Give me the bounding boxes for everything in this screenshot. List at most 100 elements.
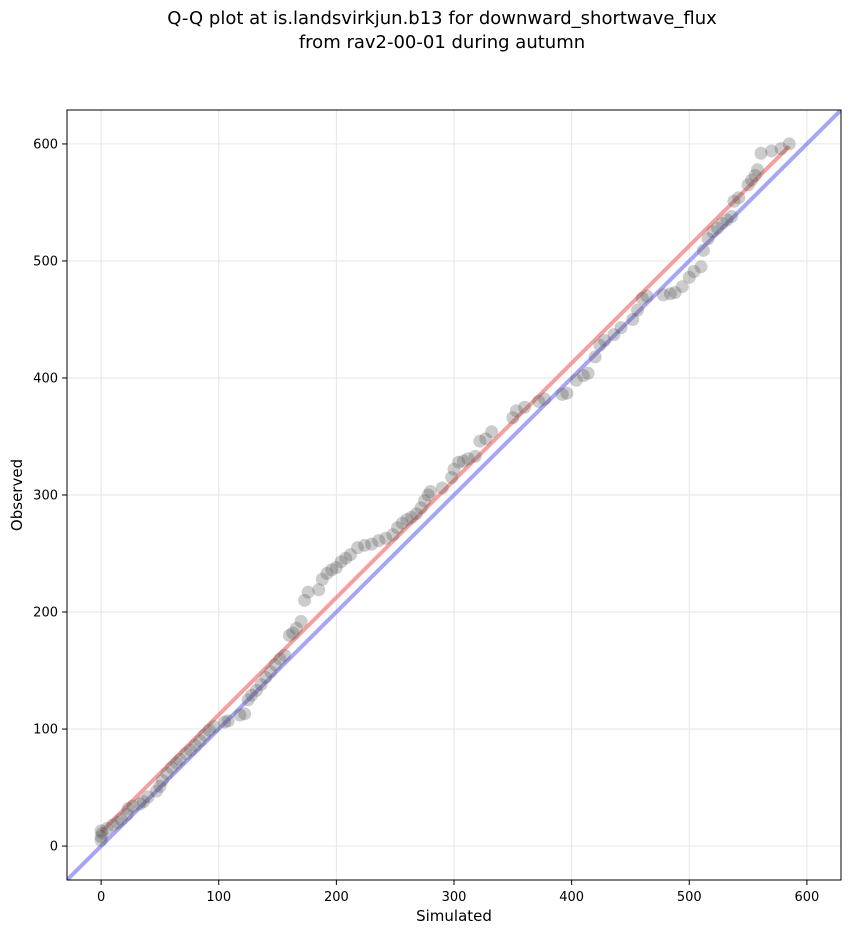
data-point [626, 312, 640, 326]
data-point [301, 585, 315, 599]
data-point [351, 541, 365, 555]
y-tick-label: 600 [33, 137, 58, 152]
data-point [343, 548, 357, 562]
data-point [325, 563, 339, 577]
data-point [614, 321, 628, 335]
data-point [694, 260, 708, 274]
data-point [668, 286, 682, 300]
data-point [126, 799, 140, 813]
data-point [289, 621, 303, 635]
data-point [710, 221, 724, 235]
y-tick-label: 0 [50, 840, 58, 855]
data-point [365, 537, 379, 551]
data-point [358, 538, 372, 552]
data-point [701, 232, 715, 246]
data-point [732, 191, 746, 205]
data-point [198, 728, 212, 742]
data-point [121, 802, 135, 816]
data-point [509, 404, 523, 418]
data-point [447, 462, 461, 476]
axis-ticks: 0 100 200 300 400 500 600 0 100 200 300 400 500 600 [33, 137, 819, 905]
y-tick-label: 400 [33, 371, 58, 386]
data-point [100, 822, 114, 836]
data-point [334, 555, 348, 569]
data-point [221, 714, 235, 728]
data-point [268, 658, 282, 672]
data-point [169, 756, 183, 770]
data-point [207, 720, 221, 734]
data-point [479, 432, 493, 446]
data-point [720, 213, 734, 227]
data-point [576, 369, 590, 383]
data-point [160, 767, 174, 781]
data-point [682, 270, 696, 284]
data-point [391, 521, 405, 535]
data-point [120, 807, 134, 821]
fit-line [99, 144, 791, 834]
data-point [421, 488, 435, 502]
data-point [193, 734, 207, 748]
data-point [598, 334, 612, 348]
data-point [379, 531, 393, 545]
data-point [238, 707, 252, 721]
data-point [165, 761, 179, 775]
y-tick-label: 200 [33, 606, 58, 621]
data-point [95, 826, 109, 840]
data-point [173, 752, 187, 766]
data-point [663, 287, 677, 301]
y-tick-label: 500 [33, 254, 58, 269]
data-point [153, 779, 167, 793]
data-point [233, 708, 247, 722]
data-point [386, 528, 400, 542]
data-point [94, 830, 108, 844]
data-point [111, 816, 125, 830]
data-point [312, 583, 326, 597]
data-point [259, 671, 273, 685]
data-point [188, 738, 202, 752]
chart-title-line1: Q-Q plot at is.landsvirkjun.b13 for down… [167, 8, 717, 29]
data-point [631, 303, 645, 317]
data-point [445, 470, 459, 484]
data-point [461, 452, 475, 466]
data-point [294, 614, 308, 628]
data-point [263, 665, 277, 679]
y-tick-label: 300 [33, 489, 58, 504]
data-point [555, 387, 569, 401]
data-point [456, 454, 470, 468]
data-point [696, 243, 710, 257]
x-tick-label: 300 [442, 890, 467, 905]
data-point [414, 501, 428, 515]
data-point [745, 173, 759, 187]
data-point [136, 795, 150, 809]
data-point [675, 280, 689, 294]
data-point [715, 217, 729, 231]
data-point [179, 747, 193, 761]
data-point [395, 516, 409, 530]
data-point [315, 572, 329, 586]
data-point [282, 628, 296, 642]
x-tick-label: 500 [677, 890, 702, 905]
data-point [635, 291, 649, 305]
x-tick-label: 600 [794, 890, 819, 905]
data-point [468, 449, 482, 463]
data-point [765, 144, 779, 158]
data-point [706, 225, 720, 239]
data-point [640, 289, 654, 303]
data-point [506, 411, 520, 425]
data-point [774, 142, 788, 156]
data-point [741, 178, 755, 192]
data-point [405, 510, 419, 524]
data-point [418, 494, 432, 508]
data-point [114, 812, 128, 826]
data-point [569, 373, 583, 387]
data-point [593, 338, 607, 352]
scatter-points [94, 137, 796, 847]
data-point [218, 715, 232, 729]
data-point [106, 818, 120, 832]
x-tick-label: 400 [559, 890, 584, 905]
identity-line [67, 110, 841, 880]
data-point [94, 833, 108, 847]
data-point [518, 400, 532, 414]
